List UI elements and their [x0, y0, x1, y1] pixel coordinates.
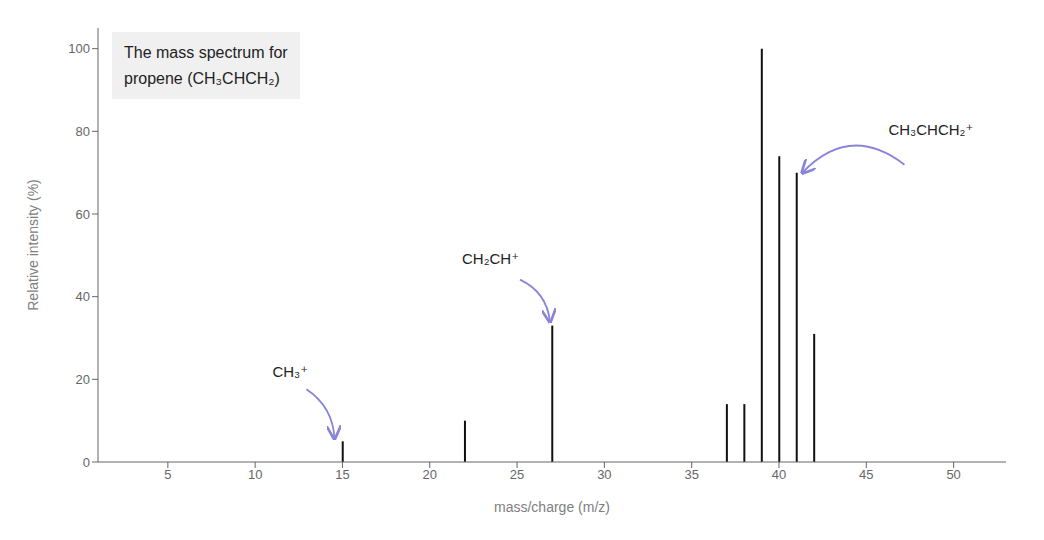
svg-text:mass/charge (m/z): mass/charge (m/z): [494, 499, 610, 515]
svg-text:20: 20: [423, 467, 437, 482]
svg-text:45: 45: [859, 467, 873, 482]
svg-text:50: 50: [946, 467, 960, 482]
svg-text:CH₃⁺: CH₃⁺: [272, 363, 308, 380]
svg-text:30: 30: [597, 467, 611, 482]
svg-text:35: 35: [684, 467, 698, 482]
svg-text:CH₃CHCH₂⁺: CH₃CHCH₂⁺: [888, 121, 973, 138]
svg-text:40: 40: [772, 467, 786, 482]
html-text:propene (CH₃CHCH₂): propene (CH₃CHCH₂): [124, 69, 280, 87]
svg-text:10: 10: [248, 467, 262, 482]
svg-text:80: 80: [76, 124, 90, 139]
svg-text:0: 0: [83, 455, 90, 470]
svg-text:15: 15: [335, 467, 349, 482]
svg-text:25: 25: [510, 467, 524, 482]
svg-text:5: 5: [164, 467, 171, 482]
svg-text:CH₂CH⁺: CH₂CH⁺: [462, 250, 519, 267]
svg-text:20: 20: [76, 372, 90, 387]
svg-text:100: 100: [68, 41, 90, 56]
svg-text:60: 60: [76, 207, 90, 222]
svg-text:40: 40: [76, 289, 90, 304]
html-text:The mass spectrum for: The mass spectrum for: [124, 44, 288, 61]
svg-text:Relative intensity (%): Relative intensity (%): [25, 179, 41, 311]
